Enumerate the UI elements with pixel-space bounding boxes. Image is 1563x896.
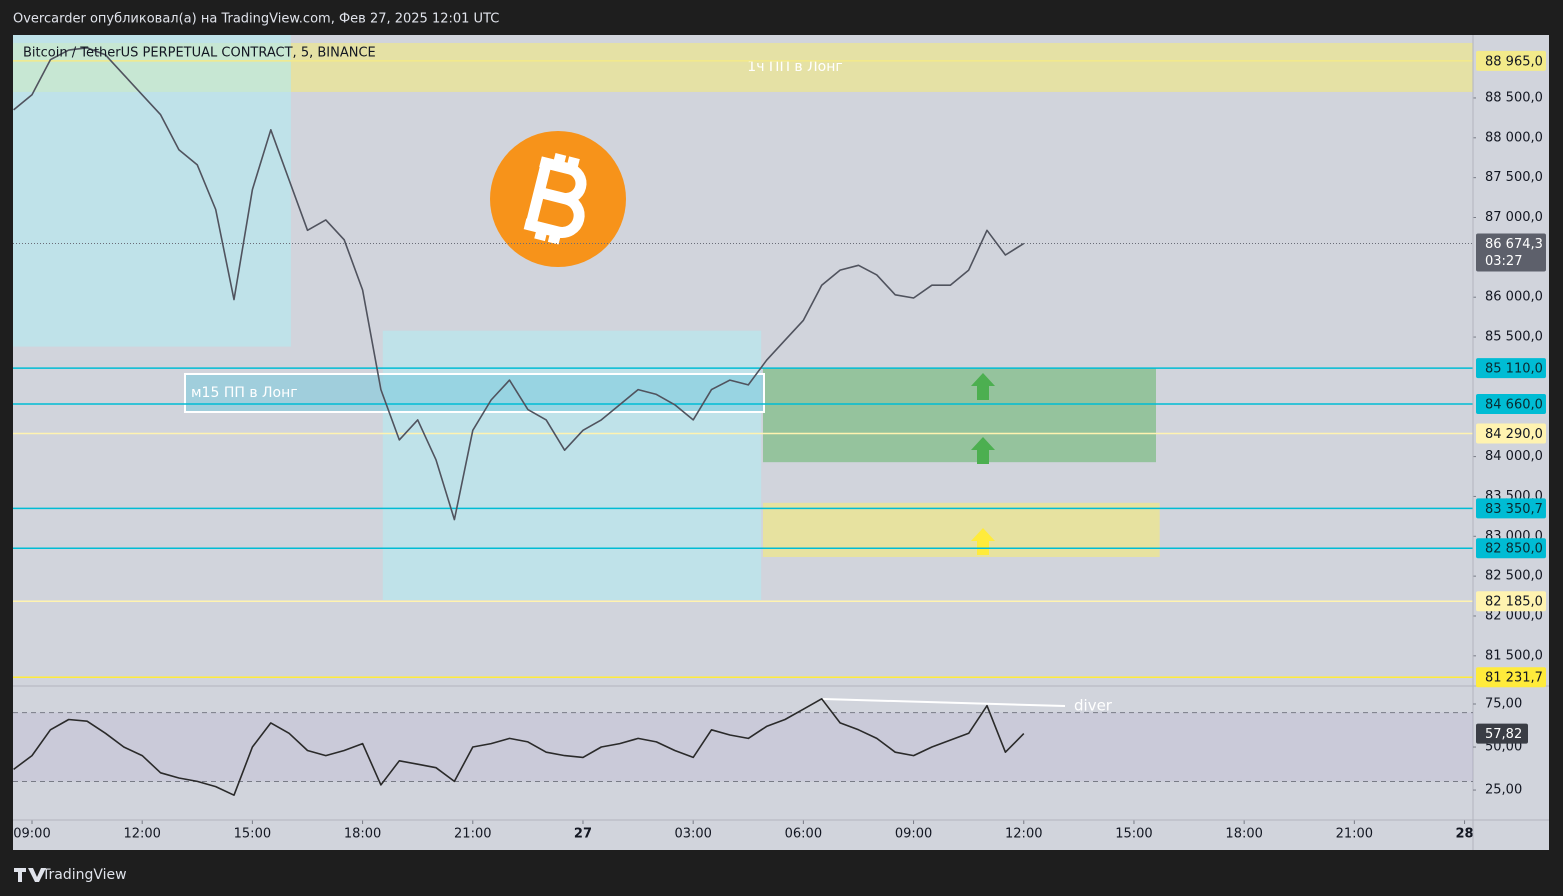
level-label: 83 350,7 (1485, 502, 1543, 517)
price-line (13, 47, 1025, 521)
header: Overcarder опубликовал(а) на TradingView… (13, 12, 499, 27)
level-label: 82 185,0 (1485, 595, 1543, 610)
y-tick-label: 25,00 (1485, 783, 1522, 798)
level-label-box (1476, 498, 1546, 519)
level-label: 85 110,0 (1485, 362, 1543, 377)
zone (382, 330, 762, 601)
level-label-box (1476, 538, 1546, 559)
x-tick-label: 18:00 (1225, 827, 1262, 842)
y-tick-label: 81 500,0 (1485, 648, 1543, 663)
y-tick-label: 88 500,0 (1485, 90, 1543, 105)
x-tick-label: 12:00 (123, 827, 160, 842)
y-tick-label: 75,00 (1485, 697, 1522, 712)
annotation: diver (1074, 697, 1113, 715)
zones: 1ч ПП в Лонг м15 ПП в Лонг (13, 35, 1473, 601)
x-tick-label: 12:00 (1005, 827, 1042, 842)
arrow-up (971, 437, 995, 464)
x-tick-label: 28 (1456, 827, 1474, 842)
y-tick-label: 85 500,0 (1485, 330, 1543, 345)
x-tick-label: 21:00 (1336, 827, 1373, 842)
level-label-box (1476, 667, 1546, 688)
level-label-box (1476, 393, 1546, 414)
chart-title: Bitcoin / TetherUS PERPETUAL CONTRACT, 5… (23, 46, 376, 61)
x-tick-label: 09:00 (13, 827, 50, 842)
x-tick-label: 21:00 (454, 827, 491, 842)
level-label-box (1476, 591, 1546, 612)
rsi-current-box (1476, 723, 1528, 744)
level-label: 84 290,0 (1485, 427, 1543, 442)
x-tick-label: 18:00 (344, 827, 381, 842)
bitcoin-logo (490, 131, 626, 267)
y-tick-label: 84 000,0 (1485, 449, 1543, 464)
level-label: 82 850,0 (1485, 542, 1543, 557)
footer-brand: TradingView (41, 867, 127, 883)
y-tick-label: 86 000,0 (1485, 290, 1543, 305)
level-label-box (1476, 423, 1546, 444)
level-label: 81 231,7 (1485, 671, 1543, 686)
rsi-band (13, 712, 1473, 782)
divergence-line (822, 698, 1066, 707)
annotation-box (184, 373, 765, 413)
level-label-box (1476, 50, 1546, 71)
price-line (13, 698, 1025, 796)
annotation: 1ч ПП в Лонг (747, 59, 842, 75)
current-price-box (1476, 233, 1546, 272)
y-tick-label: 87 500,0 (1485, 170, 1543, 185)
zone (762, 368, 1156, 463)
y-tick-label: 82 500,0 (1485, 569, 1543, 584)
level-label-box (1476, 358, 1546, 379)
x-tick-label: 06:00 (785, 827, 822, 842)
current-price-label: 86 674,3 (1485, 237, 1543, 252)
level-label: 84 660,0 (1485, 397, 1543, 412)
x-tick-label: 27 (574, 827, 592, 842)
rsi-current-label: 57,82 (1485, 727, 1522, 742)
countdown-label: 03:27 (1485, 254, 1522, 269)
x-tick-label: 09:00 (895, 827, 932, 842)
y-tick-label: 88 000,0 (1485, 130, 1543, 145)
zone (13, 35, 291, 347)
brand-logo (14, 868, 46, 882)
y-tick-label: 82 000,0 (1485, 608, 1543, 623)
annotation: м15 ПП в Лонг (191, 385, 298, 401)
x-tick-label: 15:00 (1115, 827, 1152, 842)
level-label: 88 965,0 (1485, 54, 1543, 69)
arrow-up (971, 373, 995, 400)
logo-b (523, 153, 587, 245)
y-tick-label: 87 000,0 (1485, 210, 1543, 225)
x-tick-label: 03:00 (674, 827, 711, 842)
x-tick-label: 15:00 (234, 827, 271, 842)
